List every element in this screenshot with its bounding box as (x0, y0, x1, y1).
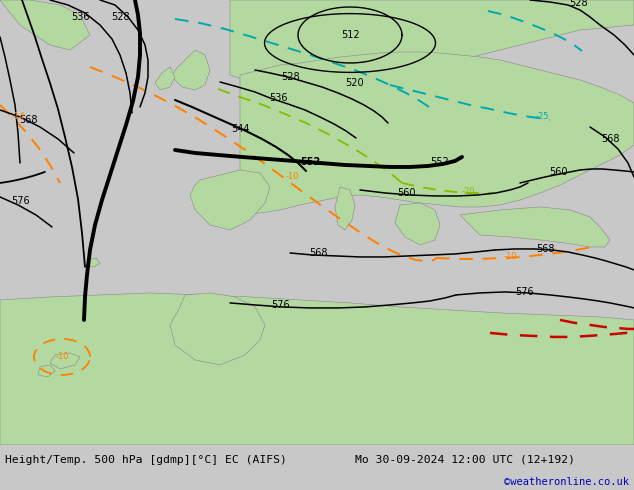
Polygon shape (335, 187, 355, 230)
Polygon shape (86, 258, 100, 267)
Text: 552: 552 (430, 157, 450, 167)
Text: -10: -10 (503, 252, 517, 262)
Text: Height/Temp. 500 hPa [gdmp][°C] EC (AIFS): Height/Temp. 500 hPa [gdmp][°C] EC (AIFS… (5, 455, 287, 465)
Text: 568: 568 (536, 244, 554, 254)
Polygon shape (190, 170, 270, 230)
Text: 560: 560 (549, 167, 567, 177)
Text: -25: -25 (535, 113, 549, 122)
Text: 512: 512 (340, 30, 359, 40)
Text: 576: 576 (515, 287, 534, 297)
Text: 528: 528 (281, 72, 299, 82)
Text: -10: -10 (285, 172, 299, 181)
Polygon shape (240, 52, 634, 215)
Text: 568: 568 (19, 115, 37, 125)
Text: 552: 552 (300, 157, 320, 167)
Polygon shape (0, 293, 634, 445)
Text: 576: 576 (11, 196, 29, 206)
Text: 568: 568 (601, 134, 619, 144)
Polygon shape (38, 365, 55, 377)
Text: -20: -20 (462, 188, 475, 196)
Polygon shape (155, 67, 175, 90)
Text: 528: 528 (569, 0, 587, 8)
Polygon shape (460, 207, 610, 247)
Polygon shape (230, 0, 634, 87)
Polygon shape (172, 50, 210, 90)
Text: -10: -10 (55, 352, 68, 362)
Text: 520: 520 (346, 78, 365, 88)
Text: 536: 536 (269, 93, 287, 103)
Text: 528: 528 (111, 12, 129, 22)
Text: ©weatheronline.co.uk: ©weatheronline.co.uk (504, 477, 629, 487)
Polygon shape (395, 203, 440, 245)
Polygon shape (50, 353, 80, 369)
Text: 560: 560 (397, 188, 415, 198)
Text: -14: -14 (11, 113, 25, 122)
Polygon shape (0, 0, 90, 50)
Text: 544: 544 (231, 124, 249, 134)
Text: 568: 568 (309, 248, 327, 258)
Polygon shape (170, 293, 265, 365)
Text: Mo 30-09-2024 12:00 UTC (12+192): Mo 30-09-2024 12:00 UTC (12+192) (355, 455, 575, 465)
Text: 536: 536 (71, 12, 89, 22)
Text: 576: 576 (271, 300, 289, 310)
